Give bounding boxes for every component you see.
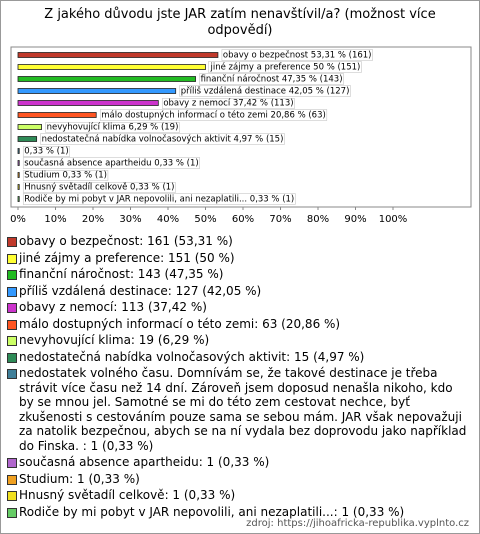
label-box xyxy=(40,133,285,145)
legend-label: nedostatečná nabídka volnočasových aktiv… xyxy=(19,349,365,364)
legend-item: jiné zájmy a preference: 151 (50 %) xyxy=(7,251,469,266)
bar xyxy=(17,124,42,130)
legend-item: finanční náročnost: 143 (47,35 %) xyxy=(7,267,469,282)
label-box xyxy=(221,49,373,61)
legend-swatch xyxy=(7,491,17,501)
legend-item: současná absence apartheidu: 1 (0,33 %) xyxy=(7,455,469,470)
legend-swatch xyxy=(7,270,17,280)
legend-swatch xyxy=(7,303,17,313)
bar xyxy=(17,112,97,118)
data-label: 0,33 % (1) xyxy=(24,147,68,157)
data-label: nevyhovující klima 6,29 % (19) xyxy=(47,123,179,133)
bar xyxy=(17,196,20,202)
legend: obavy o bezpečnost: 161 (53,31 %) jiné zá… xyxy=(7,234,469,521)
legend-label: příliš vzdálená destinace: 127 (42,05 %) xyxy=(19,283,262,298)
legend-label: Rodiče by mi pobyt v JAR nepovolili, ani… xyxy=(19,504,405,519)
data-label: Studium 0,33 % (1) xyxy=(24,171,107,181)
label-box xyxy=(45,122,180,133)
legend-item: Rodiče by mi pobyt v JAR nepovolili, ani… xyxy=(7,505,469,520)
data-label: Rodiče by mi pobyt v JAR nepovolili, ani… xyxy=(24,194,294,205)
bar xyxy=(17,136,38,142)
x-tick-label: 100% xyxy=(379,214,408,225)
legend-label: obavy z nemocí: 113 (37,42 %) xyxy=(19,300,207,314)
x-tick-label: 50% xyxy=(194,214,216,225)
legend-swatch xyxy=(7,319,17,330)
legend-item: příliš vzdálená destinace: 127 (42,05 %) xyxy=(7,284,469,299)
x-tick-label: 70% xyxy=(269,214,291,225)
label-box xyxy=(199,73,344,85)
bar xyxy=(17,100,159,106)
legend-swatch xyxy=(7,474,17,485)
bar xyxy=(17,184,20,190)
legend-swatch xyxy=(7,253,17,264)
data-label: jiné zájmy a preference 50 % (151) xyxy=(210,62,361,73)
data-label: obavy o bezpečnost 53,31 % (161) xyxy=(223,50,372,61)
chart-title: Z jakého důvodu jste JAR zatím nenavštív… xyxy=(44,7,436,38)
legend-swatch xyxy=(7,507,17,518)
legend-item: málo dostupných informací o této zemi: 6… xyxy=(7,317,469,332)
plot-frame xyxy=(10,46,472,208)
legend-swatch xyxy=(7,237,17,247)
source: zdroj: https://jihoafricka-republika.vyp… xyxy=(246,518,469,529)
legend-label: jiné zájmy a preference: 151 (50 %) xyxy=(19,250,235,265)
label-box xyxy=(22,157,200,169)
bar xyxy=(17,160,20,166)
bar xyxy=(17,88,177,94)
legend-item: obavy z nemocí: 113 (37,42 %) xyxy=(7,300,469,315)
legend-label: současná absence apartheidu: 1 (0,33 %) xyxy=(19,455,270,469)
data-label: současná absence apartheidu 0,33 % (1) xyxy=(24,158,198,169)
data-label: nedostatečná nabídka volnočasových aktiv… xyxy=(42,134,284,145)
legend-item: nedostatek volného času. Domnívám se, že… xyxy=(7,366,469,453)
legend-label: Hnusný světadíl celkově: 1 (0,33 %) xyxy=(19,488,236,502)
legend-label: málo dostupných informací o této zemi: 6… xyxy=(19,316,341,331)
label-box xyxy=(22,193,296,205)
label-box xyxy=(22,146,70,157)
data-label: Hnusný světadíl celkově 0,33 % (1) xyxy=(24,183,174,193)
bar xyxy=(17,148,20,154)
legend-item: nevyhovující klima: 19 (6,29 %) xyxy=(7,333,469,348)
x-tick-label: 60% xyxy=(232,214,254,225)
bar xyxy=(17,52,219,58)
x-tick-label: 0% xyxy=(10,214,26,225)
legend-swatch xyxy=(7,352,17,363)
plot: 0% 10% 20% 30% 40% 50% 60% 70% 80% 90% 100% obavy o… xyxy=(10,46,472,225)
label-box xyxy=(22,170,109,181)
legend-item: Hnusný světadíl celkově: 1 (0,33 %) xyxy=(7,488,469,503)
x-tick-label: 20% xyxy=(82,214,104,225)
x-tick-label: 30% xyxy=(119,214,141,225)
x-tick-label: 80% xyxy=(307,214,329,225)
bar xyxy=(17,172,20,178)
data-label: příliš vzdálená destinace 42,05 % (127) xyxy=(181,86,350,97)
legend-item: Studium: 1 (0,33 %) xyxy=(7,472,469,487)
x-tick-label: 10% xyxy=(44,214,66,225)
x-tick-label: 40% xyxy=(157,214,179,225)
legend-label: nedostatek volného času. Domnívám se, že… xyxy=(19,366,467,453)
data-label: finanční náročnost 47,35 % (143) xyxy=(201,74,343,85)
label-box xyxy=(99,109,328,121)
legend-swatch xyxy=(7,369,17,379)
label-box xyxy=(179,85,351,97)
data-label: obavy z nemocí 37,42 % (113) xyxy=(163,99,293,109)
legend-label: finanční náročnost: 143 (47,35 %) xyxy=(19,267,224,281)
bar xyxy=(17,76,196,82)
legend-swatch xyxy=(7,286,17,297)
label-box xyxy=(22,182,176,193)
label-box xyxy=(208,61,362,73)
data-label: málo dostupných informací o této zemi 20… xyxy=(101,110,326,121)
legend-label: Studium: 1 (0,33 %) xyxy=(19,471,140,486)
legend-item: nedostatečná nabídka volnočasových aktiv… xyxy=(7,350,469,365)
legend-label: nevyhovující klima: 19 (6,29 %) xyxy=(19,333,210,347)
bar xyxy=(17,64,206,70)
x-tick-label: 90% xyxy=(344,214,366,225)
legend-item: obavy o bezpečnost: 161 (53,31 %) xyxy=(7,234,469,249)
label-box xyxy=(162,98,295,109)
legend-swatch xyxy=(7,336,17,346)
legend-swatch xyxy=(7,458,17,468)
legend-label: obavy o bezpečnost: 161 (53,31 %) xyxy=(19,234,233,248)
